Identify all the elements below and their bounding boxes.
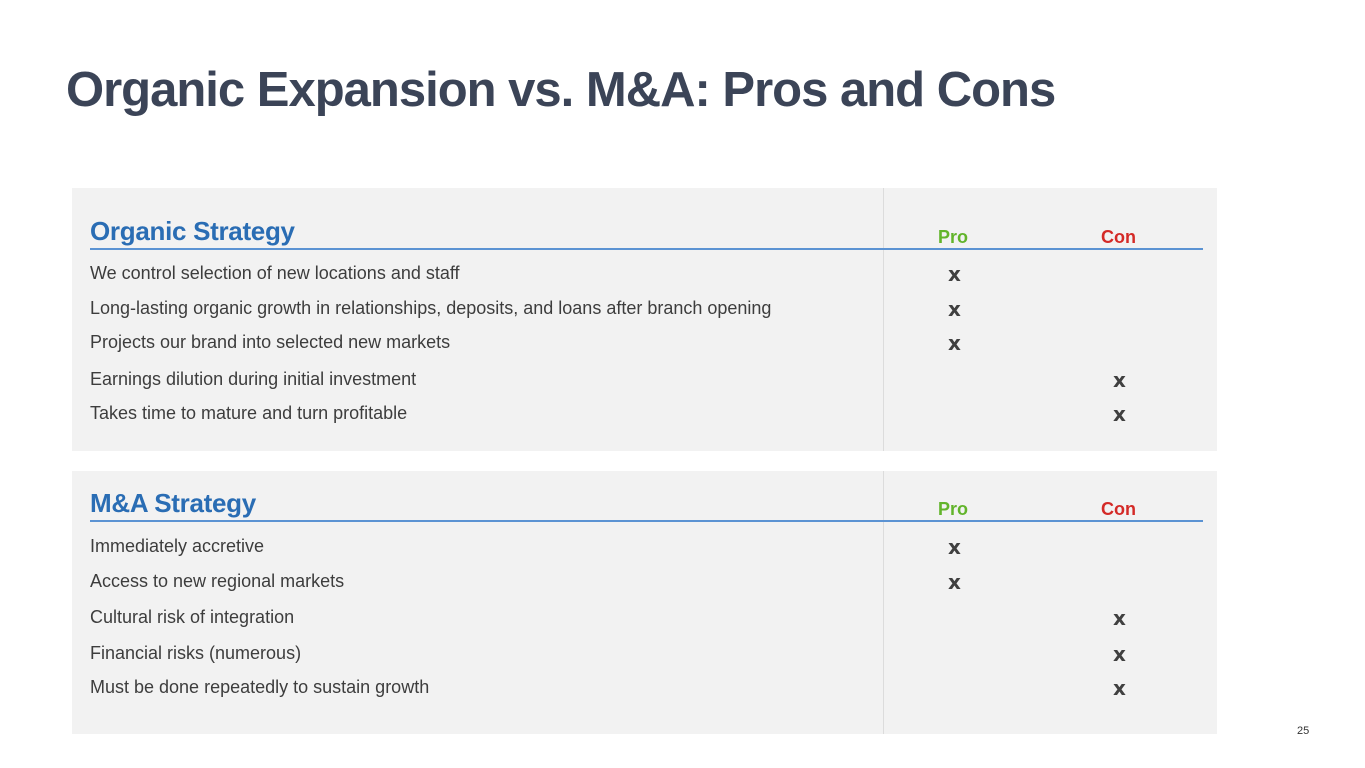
con-mark: x: [1113, 402, 1126, 426]
pro-column-header: Pro: [938, 499, 969, 519]
row-label: Must be done repeatedly to sustain growt…: [90, 677, 430, 697]
row-label: Takes time to mature and turn profitable: [90, 403, 408, 423]
table-row: Long-lasting organic growth in relations…: [72, 294, 1217, 324]
con-mark: x: [1113, 642, 1126, 666]
row-label: Long-lasting organic growth in relations…: [90, 298, 772, 318]
ma-strategy-title: M&A Strategy: [90, 488, 256, 518]
con-column-header: Con: [1101, 499, 1136, 519]
table-row: Projects our brand into selected new mar…: [72, 328, 1217, 358]
organic-strategy-panel: Organic Strategy Pro Con We control sele…: [72, 188, 1217, 451]
organic-strategy-title: Organic Strategy: [90, 216, 295, 246]
header-rule: [90, 520, 1203, 522]
con-column-header: Con: [1101, 227, 1136, 247]
table-row: Access to new regional markets x: [72, 567, 1217, 597]
table-row: Earnings dilution during initial investm…: [72, 365, 1217, 395]
page-number: 25: [1297, 725, 1310, 737]
row-label: We control selection of new locations an…: [90, 263, 460, 283]
con-mark: x: [1113, 676, 1126, 700]
pro-mark: x: [948, 535, 961, 559]
column-divider: [883, 188, 884, 451]
pro-mark: x: [948, 570, 961, 594]
table-row: We control selection of new locations an…: [72, 259, 1217, 289]
con-mark: x: [1113, 368, 1126, 392]
header-rule: [90, 248, 1203, 250]
pro-mark: x: [948, 331, 961, 355]
row-label: Financial risks (numerous): [90, 643, 302, 663]
table-row: Immediately accretive x: [72, 532, 1217, 562]
pro-mark: x: [948, 262, 961, 286]
table-row: Takes time to mature and turn profitable…: [72, 399, 1217, 429]
row-label: Cultural risk of integration: [90, 607, 295, 627]
row-label: Earnings dilution during initial investm…: [90, 369, 417, 389]
pro-mark: x: [948, 297, 961, 321]
row-label: Immediately accretive: [90, 536, 265, 556]
pro-column-header: Pro: [938, 227, 969, 247]
con-mark: x: [1113, 606, 1126, 630]
table-row: Cultural risk of integration x: [72, 603, 1217, 633]
table-row: Must be done repeatedly to sustain growt…: [72, 673, 1217, 703]
row-label: Access to new regional markets: [90, 571, 345, 591]
ma-strategy-panel: M&A Strategy Pro Con Immediately accreti…: [72, 471, 1217, 734]
column-divider: [883, 471, 884, 734]
row-label: Projects our brand into selected new mar…: [90, 332, 451, 352]
table-row: Financial risks (numerous) x: [72, 639, 1217, 669]
slide-title: Organic Expansion vs. M&A: Pros and Cons: [66, 63, 1056, 117]
